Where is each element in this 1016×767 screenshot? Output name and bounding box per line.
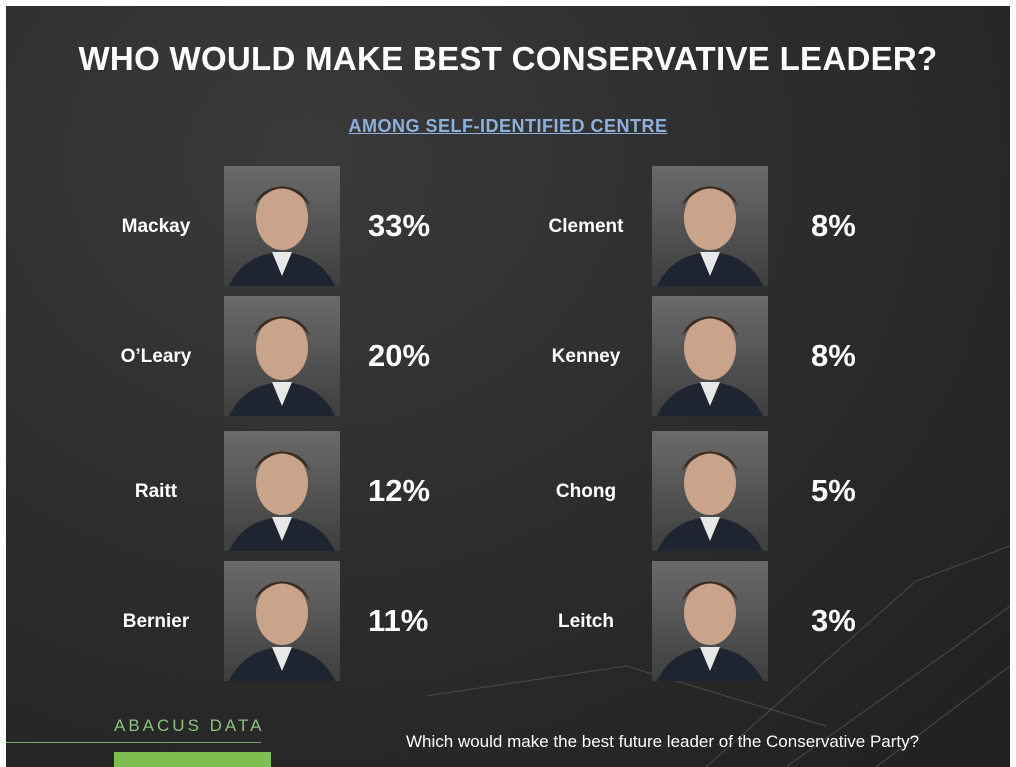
candidate-photo: [652, 296, 768, 416]
candidate-name: O’Leary: [120, 346, 192, 367]
decor-lines: [425, 545, 1010, 767]
subtitle: AMONG SELF-IDENTIFIED CENTRE: [348, 116, 668, 136]
candidate-share: 33%: [368, 208, 431, 243]
candidate-name: Mackay: [121, 216, 191, 237]
candidate-share: 11%: [368, 603, 429, 638]
candidate-share: 8%: [811, 338, 856, 373]
candidate-name: Bernier: [122, 611, 190, 632]
candidate-photo: [224, 296, 340, 416]
question: Which would make the best future leader …: [406, 732, 920, 751]
candidate-photo: [224, 166, 340, 286]
logo: ABACUS DATA: [114, 716, 265, 735]
candidate-name: Raitt: [134, 481, 178, 502]
candidate-name: Clement: [548, 216, 624, 237]
candidate-photo: [652, 431, 768, 551]
candidate-photo: [224, 431, 340, 551]
candidate-share: 20%: [368, 338, 431, 373]
title: WHO WOULD MAKE BEST CONSERVATIVE LEADER?: [78, 40, 938, 77]
candidate-photo: [224, 561, 340, 681]
candidate-share: 3%: [811, 603, 856, 638]
candidate-name: Chong: [555, 481, 617, 502]
candidate-name: Leitch: [558, 611, 614, 632]
candidate-share: 5%: [811, 473, 856, 508]
candidate-name: Kenney: [551, 346, 621, 367]
candidate-share: 8%: [811, 208, 856, 243]
candidate-photo: [652, 561, 768, 681]
slide: WHO WOULD MAKE BEST CONSERVATIVE LEADER?…: [6, 6, 1010, 767]
candidate-photo: [652, 166, 768, 286]
logo-line: [6, 742, 261, 743]
candidate-share: 12%: [368, 473, 431, 508]
green-bar: [114, 752, 271, 767]
